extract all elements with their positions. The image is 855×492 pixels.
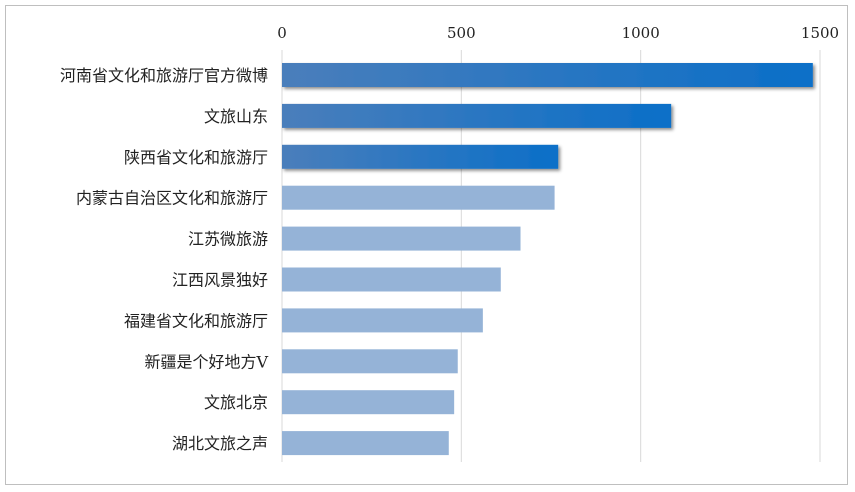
bar-8 (282, 390, 455, 415)
bar-1 (282, 103, 672, 128)
category-label: 福建省文化和旅游厅 (124, 311, 268, 330)
bar-5 (282, 267, 501, 292)
bar-9 (282, 431, 449, 456)
category-label: 江西风景独好 (172, 271, 268, 290)
bar-7 (282, 349, 458, 374)
category-label: 陕西省文化和旅游厅 (124, 148, 268, 167)
x-tick-label: 500 (447, 24, 476, 42)
category-label: 新疆是个好地方V (144, 352, 268, 371)
category-label: 江苏微旅游 (188, 230, 268, 249)
category-label: 河南省文化和旅游厅官方微博 (60, 66, 268, 85)
category-label: 湖北文旅之声 (172, 434, 268, 453)
x-tick-label: 1500 (801, 24, 839, 42)
bar-4 (282, 226, 521, 251)
x-tick-label: 0 (277, 24, 287, 42)
category-label: 内蒙古自治区文化和旅游厅 (76, 189, 268, 208)
category-label: 文旅北京 (204, 393, 268, 412)
bar-3 (282, 185, 555, 210)
bar-2 (282, 144, 559, 169)
category-label: 文旅山东 (204, 107, 268, 126)
x-tick-label: 1000 (622, 24, 660, 42)
bar-6 (282, 308, 483, 333)
bar-0 (282, 63, 813, 87)
